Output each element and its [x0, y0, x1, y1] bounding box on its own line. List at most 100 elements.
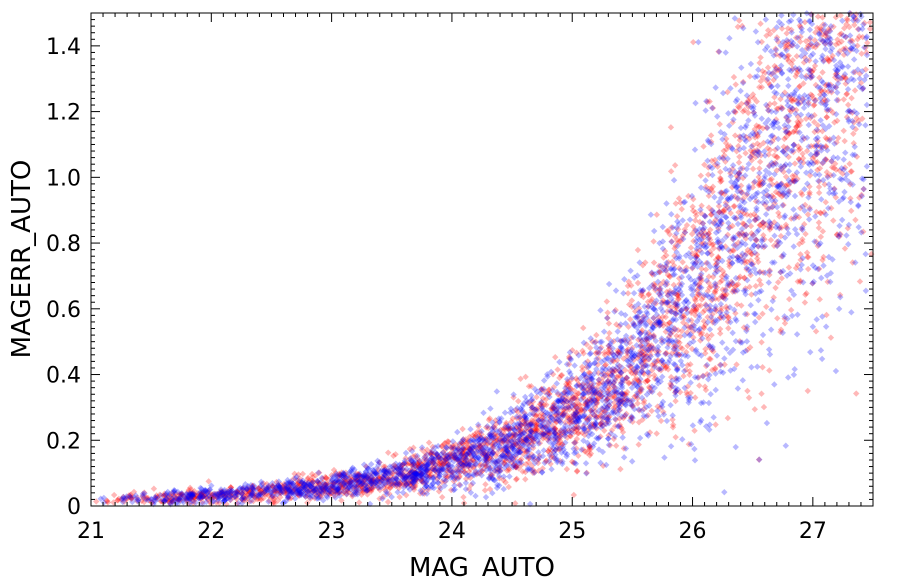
data-point: [796, 240, 803, 248]
data-point: [696, 218, 703, 226]
data-point: [810, 66, 817, 73]
data-point: [806, 189, 813, 196]
data-point: [273, 484, 280, 491]
data-point: [573, 467, 581, 475]
data-point: [597, 421, 604, 428]
data-point: [699, 220, 707, 227]
data-point: [265, 492, 272, 499]
data-point: [445, 438, 452, 445]
data-point: [535, 416, 542, 424]
data-point: [200, 490, 208, 497]
data-point: [152, 495, 159, 502]
data-point: [682, 305, 690, 313]
data-point: [571, 395, 578, 402]
data-point: [421, 456, 428, 463]
data-point: [277, 489, 285, 497]
data-point: [786, 106, 793, 113]
data-point: [815, 183, 823, 191]
data-point: [348, 490, 355, 498]
data-point: [358, 478, 366, 485]
data-point: [794, 113, 802, 121]
data-point: [749, 165, 757, 173]
data-point: [185, 493, 193, 501]
data-point: [822, 32, 829, 39]
data-point: [863, 49, 870, 56]
data-point: [550, 435, 558, 443]
data-point: [485, 450, 492, 458]
data-point: [541, 431, 549, 438]
data-point: [689, 321, 697, 329]
data-point: [518, 445, 525, 452]
data-point: [796, 83, 803, 91]
data-point: [722, 312, 730, 319]
data-point: [386, 484, 394, 492]
data-point: [161, 490, 168, 497]
data-point: [681, 226, 688, 233]
data-point: [725, 315, 732, 322]
data-point: [183, 494, 190, 501]
data-point: [608, 393, 616, 401]
data-point: [855, 202, 862, 210]
data-point: [853, 153, 861, 160]
data-point: [498, 430, 505, 438]
data-point: [731, 283, 739, 290]
data-point: [574, 396, 581, 404]
data-point: [824, 172, 831, 179]
data-point: [190, 497, 197, 504]
data-point: [735, 275, 743, 282]
data-point: [163, 495, 171, 503]
data-point: [233, 495, 240, 503]
data-point: [669, 328, 677, 335]
data-point: [320, 486, 328, 493]
data-point: [675, 290, 682, 297]
data-point: [718, 189, 726, 197]
data-point: [740, 78, 747, 86]
data-point: [229, 490, 237, 497]
data-point: [269, 483, 276, 490]
data-point: [698, 202, 705, 209]
data-point: [777, 328, 784, 336]
data-point: [657, 417, 665, 425]
data-point: [700, 323, 707, 331]
data-point: [669, 258, 676, 265]
data-point: [713, 260, 720, 267]
data-point: [408, 461, 416, 469]
data-point: [849, 37, 856, 45]
data-point: [630, 320, 638, 328]
data-point: [531, 469, 539, 476]
data-point: [771, 381, 778, 388]
data-point: [505, 465, 513, 472]
data-point: [176, 497, 184, 504]
data-point: [435, 454, 442, 462]
data-point: [545, 428, 552, 435]
data-point: [783, 114, 790, 121]
data-point: [550, 383, 557, 391]
data-point: [441, 478, 449, 485]
data-point: [825, 58, 833, 65]
data-point: [683, 321, 690, 329]
data-point: [815, 189, 823, 197]
data-point: [540, 417, 547, 424]
data-point: [758, 38, 765, 46]
data-point: [565, 427, 572, 434]
data-point: [773, 51, 780, 58]
data-point: [732, 337, 740, 345]
data-point: [673, 304, 680, 312]
data-point: [775, 38, 782, 46]
data-point: [377, 477, 385, 484]
data-point: [852, 126, 859, 133]
data-point: [498, 452, 505, 459]
data-point: [729, 280, 736, 288]
data-point: [455, 445, 462, 453]
data-point: [570, 417, 577, 425]
data-point: [417, 470, 424, 477]
data-point: [772, 116, 780, 123]
data-point: [562, 427, 569, 434]
data-point: [238, 490, 246, 498]
data-point: [759, 219, 767, 226]
data-point: [103, 497, 110, 504]
data-point: [692, 209, 699, 216]
data-point: [139, 492, 146, 499]
data-point: [527, 420, 535, 427]
data-point: [799, 155, 807, 162]
